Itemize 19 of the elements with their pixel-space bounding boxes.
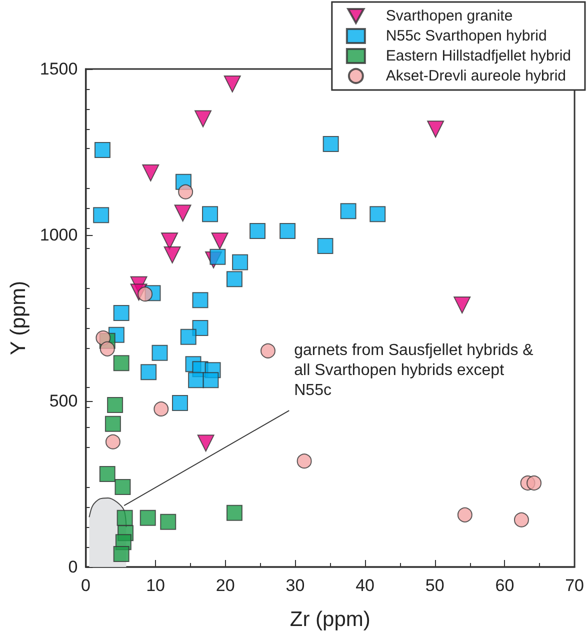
y-tick-label: 1000 <box>40 226 78 244</box>
x-tick-label: 10 <box>146 576 166 595</box>
y-tick-label: 0 <box>68 558 78 576</box>
x-tick-label: 50 <box>425 576 444 595</box>
x-tick-label: 20 <box>216 576 235 595</box>
x-axis-title: Zr (ppm) <box>290 608 370 631</box>
x-tick-label: 40 <box>356 576 375 595</box>
legend-label: Svarthopen granite <box>386 8 513 24</box>
legend-label: N55c Svarthopen hybrid <box>386 28 547 44</box>
y-axis-title: Y (ppm) <box>7 280 30 356</box>
legend-label: Akset-Drevli aureole hybrid <box>386 68 566 84</box>
x-tick-label: 0 <box>80 576 90 595</box>
legend-label: Eastern Hillstadfjellet hybrid <box>386 48 572 64</box>
x-tick-label: 30 <box>286 576 305 595</box>
x-tick-label: 60 <box>495 576 514 595</box>
y-tick-label: 500 <box>49 392 78 410</box>
y-tick-label: 1500 <box>40 60 78 78</box>
x-tick-label: 70 <box>565 576 584 595</box>
annotation: garnets from Sausfjellet hybrids & all Svarthopen hybrids except N55c <box>294 340 534 401</box>
